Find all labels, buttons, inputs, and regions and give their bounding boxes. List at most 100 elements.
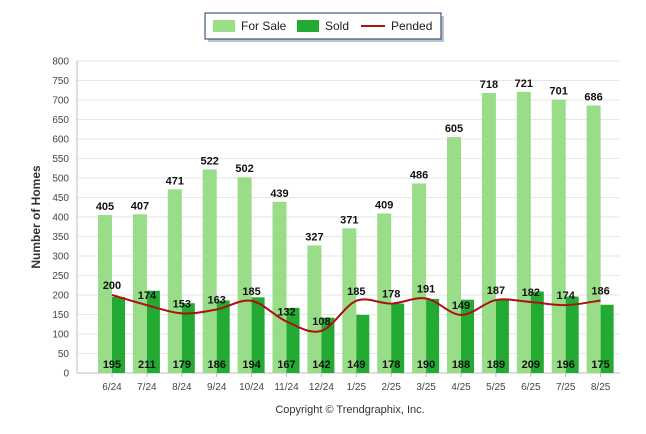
y-tick-label: 750 [52, 76, 69, 87]
label-sold: 186 [208, 359, 226, 371]
label-for-sale: 486 [410, 169, 428, 181]
y-axis-ticks: 0 50 100 150 200 250 300 350 400 450 500 550 600 650 7… [52, 57, 69, 380]
pended-line [111, 294, 601, 333]
y-tick-label: 100 [52, 330, 69, 341]
x-tick-label: 5/25 [486, 382, 506, 393]
bar-sold [356, 314, 370, 373]
label-sold: 142 [312, 359, 330, 371]
y-tick-label: 0 [63, 369, 69, 380]
label-pended: 185 [242, 286, 260, 298]
copyright-text: Copyright © Trendgraphix, Inc. [275, 404, 424, 416]
y-tick-label: 500 [52, 174, 69, 185]
bar-for-sale [377, 213, 392, 373]
x-tick-label: 11/24 [274, 382, 299, 393]
label-for-sale: 471 [166, 175, 184, 187]
label-for-sale: 686 [584, 91, 602, 103]
bar-sold [426, 298, 440, 373]
x-tick-label: 6/24 [102, 382, 122, 393]
legend-label-for-sale: For Sale [241, 19, 287, 33]
bar-for-sale [98, 215, 112, 373]
x-tick-label: 7/24 [137, 382, 157, 393]
y-tick-label: 350 [52, 232, 69, 243]
x-tick-label: 3/25 [416, 382, 436, 393]
label-pended: 108 [312, 316, 330, 328]
bar-sold [600, 304, 614, 373]
bar-sold [461, 299, 474, 373]
label-sold: 211 [138, 359, 156, 371]
bar-for-sale [551, 99, 566, 374]
legend-label-pended: Pended [391, 19, 432, 33]
label-for-sale: 701 [550, 86, 568, 98]
label-pended: 187 [487, 285, 505, 297]
legend-box [204, 12, 442, 40]
bar-for-sale [447, 137, 461, 373]
bar-sold [321, 317, 335, 373]
y-tick-label: 550 [52, 154, 69, 165]
label-for-sale: 502 [235, 163, 253, 175]
bar-sold [565, 296, 579, 373]
bar-for-sale [167, 189, 182, 373]
bars [98, 91, 614, 374]
label-sold: 194 [242, 359, 261, 371]
label-for-sale: 718 [480, 79, 498, 91]
legend-swatch-sold [297, 20, 319, 32]
x-tick-label: 12/24 [309, 382, 334, 393]
label-sold: 209 [522, 359, 540, 371]
bar-sold [251, 297, 265, 373]
bar-for-sale [237, 177, 252, 373]
bar-for-sale [307, 245, 322, 373]
y-axis-title: Number of Homes [29, 165, 43, 269]
bar-for-sale [342, 228, 357, 373]
y-tick-label: 400 [52, 213, 69, 224]
label-sold: 188 [452, 359, 470, 371]
x-tick-label: 10/24 [239, 382, 264, 393]
label-pended: 132 [277, 307, 295, 319]
bar-for-sale [586, 105, 601, 374]
bar-for-sale [202, 169, 217, 373]
label-pended: 191 [417, 284, 435, 296]
x-tick-label: 9/24 [207, 382, 227, 393]
bar-sold [146, 290, 160, 373]
label-pended: 174 [557, 290, 576, 302]
bar-sold [181, 303, 195, 373]
y-tick-label: 200 [52, 291, 69, 302]
bar-for-sale [272, 201, 287, 373]
label-for-sale: 721 [515, 78, 533, 90]
x-tick-label: 4/25 [451, 382, 471, 393]
label-sold: 167 [277, 359, 295, 371]
y-tick-label: 800 [52, 57, 69, 68]
label-sold: 178 [382, 359, 400, 371]
label-sold: 189 [487, 359, 505, 371]
x-tick-label: 7/25 [556, 382, 576, 393]
label-sold: 190 [417, 359, 435, 371]
label-pended: 174 [138, 290, 157, 302]
y-tick-label: 450 [52, 193, 69, 204]
label-for-sale: 371 [340, 214, 358, 226]
label-for-sale: 522 [201, 155, 219, 167]
y-tick-label: 600 [52, 135, 69, 146]
bar-sold [112, 296, 125, 373]
y-tick-label: 50 [58, 349, 70, 360]
label-for-sale: 605 [445, 123, 463, 135]
bar-for-sale [516, 91, 531, 373]
bar-sold [391, 303, 405, 373]
label-for-sale: 405 [96, 201, 114, 213]
label-sold: 196 [557, 359, 575, 371]
label-for-sale: 327 [305, 231, 323, 243]
x-tick-label: 8/25 [591, 382, 611, 393]
label-for-sale: 409 [375, 199, 393, 211]
data-labels: 405 195 407 211 471 179 522 186 502 194 439 167 327 1… [96, 78, 610, 371]
bar-for-sale [412, 183, 427, 373]
x-tick-label: 2/25 [381, 382, 401, 393]
label-pended: 149 [452, 300, 470, 312]
label-sold: 195 [103, 359, 121, 371]
legend-swatch-for-sale [213, 20, 235, 32]
label-sold: 149 [347, 359, 365, 371]
y-tick-label: 150 [52, 310, 69, 321]
label-pended: 186 [591, 285, 609, 297]
label-pended: 200 [103, 280, 121, 292]
label-pended: 182 [522, 287, 540, 299]
label-pended: 163 [208, 294, 226, 306]
x-tick-label: 8/24 [172, 382, 192, 393]
